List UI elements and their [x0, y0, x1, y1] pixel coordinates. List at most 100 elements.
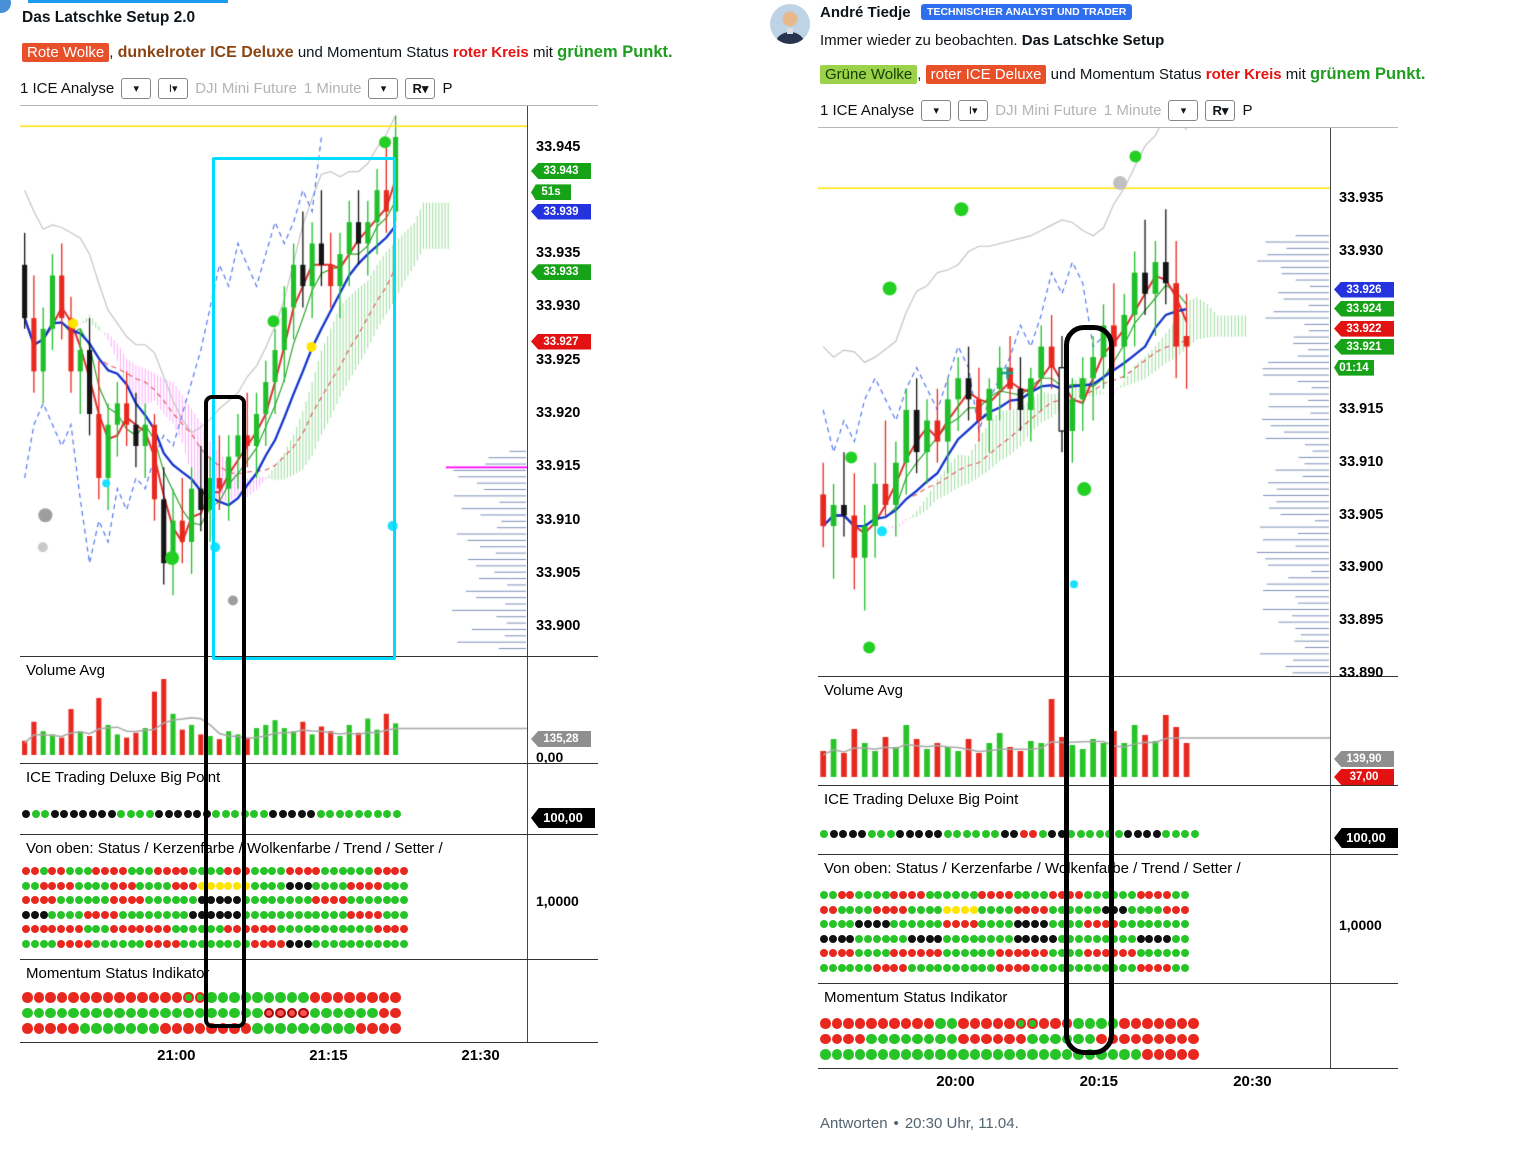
indicator-dot	[164, 810, 173, 818]
indicator-dot	[1039, 949, 1048, 957]
indicator-dot	[69, 810, 78, 818]
indicator-dot	[303, 910, 312, 919]
roter-kreis-label: roter Kreis	[1205, 66, 1282, 83]
indicator-dot	[934, 963, 943, 972]
indicator-dot	[233, 910, 242, 919]
avatar[interactable]	[770, 4, 810, 44]
indicator-dot	[837, 920, 846, 928]
indicator-dot	[962, 830, 971, 838]
indicator-dot	[136, 810, 144, 818]
indicator-dot	[1031, 963, 1040, 972]
indicator-dot	[969, 1018, 980, 1029]
indicator-dot	[229, 992, 240, 1003]
symbol-label: DJI Mini Future	[995, 102, 1097, 119]
r-dropdown-button[interactable]: R▾	[405, 78, 436, 99]
indicator-dot	[1180, 905, 1189, 914]
indicator-dot	[224, 910, 233, 919]
indicator-dot	[114, 1007, 125, 1018]
indicator-dot	[294, 910, 303, 919]
indicator-dot	[268, 925, 277, 933]
indicator-dot	[22, 1007, 33, 1018]
indicator-dot	[285, 925, 294, 933]
indicator-dot	[995, 905, 1004, 914]
reply-link[interactable]: Antworten	[820, 1115, 888, 1132]
indicator-dot	[1050, 1049, 1061, 1060]
r-dropdown-button[interactable]: R▾	[1205, 100, 1236, 121]
indicator-dot	[1127, 905, 1136, 914]
price-panel: 33.935 33.930 33.915 33.910 33.905 33.900 33.8…	[818, 128, 1398, 681]
analysis-label: 1 ICE Analyse	[820, 102, 915, 119]
interval-dropdown-button[interactable]: ▾	[368, 78, 399, 99]
indicator-dot	[1180, 963, 1189, 972]
indicator-dot	[269, 810, 277, 818]
gruener-punkt-label: grünem Punkt.	[557, 43, 673, 61]
interval-dropdown-button[interactable]: ▾	[1168, 100, 1199, 121]
indicator-dot	[285, 896, 294, 904]
indicator-dot	[307, 810, 315, 818]
indicator-dot	[332, 992, 343, 1003]
indicator-dot	[74, 881, 83, 890]
indicator-dot	[1015, 1049, 1026, 1060]
analysis-dropdown-button[interactable]: ▾	[121, 78, 152, 99]
indicator-dot	[101, 867, 110, 875]
indicator-dot	[1136, 905, 1145, 914]
indicator-dot	[263, 1007, 274, 1018]
indicator-dot	[56, 992, 67, 1003]
indicator-dot	[1136, 963, 1145, 972]
analysis-dropdown-button[interactable]: ▾	[921, 100, 952, 121]
indicator-dot	[312, 910, 321, 919]
ice-deluxe-label: dunkelroter ICE Deluxe	[117, 44, 294, 61]
indicator-dot	[83, 910, 92, 919]
author-name[interactable]: André Tiedje	[820, 4, 911, 21]
volume-panel: Volume Avg 139,90 37,00	[818, 677, 1398, 786]
indicator-dot	[259, 939, 268, 948]
indicator-dot	[390, 992, 401, 1003]
indicator-dot	[145, 925, 154, 933]
indicator-dot	[286, 992, 297, 1003]
indicator-dot	[286, 1023, 297, 1034]
price-flag: 51s	[531, 184, 571, 201]
indicator-dot	[48, 910, 57, 919]
indicator-dot	[837, 905, 846, 914]
indicator-dot	[240, 992, 251, 1003]
indicator-dot	[127, 881, 136, 890]
indicator-dot	[916, 905, 925, 914]
indicator-dot	[925, 905, 934, 914]
volume-panel-title: Volume Avg	[26, 662, 105, 679]
indicator-dot	[916, 949, 925, 957]
indicator-dot	[837, 949, 846, 957]
indicator-dot	[153, 939, 162, 948]
indicator-dot	[1180, 891, 1189, 899]
indicator-dot	[923, 1049, 934, 1060]
highlight-rote-wolke: Rote Wolke	[22, 43, 110, 62]
indicator-dot	[981, 1033, 992, 1044]
indicator-dot	[382, 881, 391, 890]
indicator-dot	[1013, 905, 1022, 914]
indicator-dot	[1165, 1018, 1176, 1029]
indicator-dropdown-button[interactable]: I▾	[958, 100, 989, 121]
indicator-dot	[855, 920, 864, 928]
indicator-dot	[969, 934, 978, 943]
indicator-dot	[153, 910, 162, 919]
indicator-dot	[1004, 934, 1013, 943]
indicator-dot	[171, 939, 180, 948]
indicator-dot	[30, 910, 39, 919]
indicator-dot	[960, 920, 969, 928]
indicator-dot	[145, 910, 154, 919]
indicator-dot	[1061, 1033, 1072, 1044]
indicator-dropdown-button[interactable]: I▾	[158, 78, 189, 99]
indicator-dot	[294, 896, 303, 904]
indicator-dot	[56, 1023, 67, 1034]
indicator-dot	[45, 1023, 56, 1034]
indicator-dot	[83, 925, 92, 933]
indicator-dot	[101, 910, 110, 919]
indicator-dot	[312, 896, 321, 904]
indicator-dot	[91, 1023, 102, 1034]
indicator-dot	[1145, 963, 1154, 972]
indicator-dot	[1092, 963, 1101, 972]
text-segment: und Momentum Status	[1046, 66, 1206, 83]
indicator-dot	[338, 896, 347, 904]
indicator-dot	[347, 896, 356, 904]
indicator-dot	[285, 910, 294, 919]
indicator-dot	[127, 925, 136, 933]
